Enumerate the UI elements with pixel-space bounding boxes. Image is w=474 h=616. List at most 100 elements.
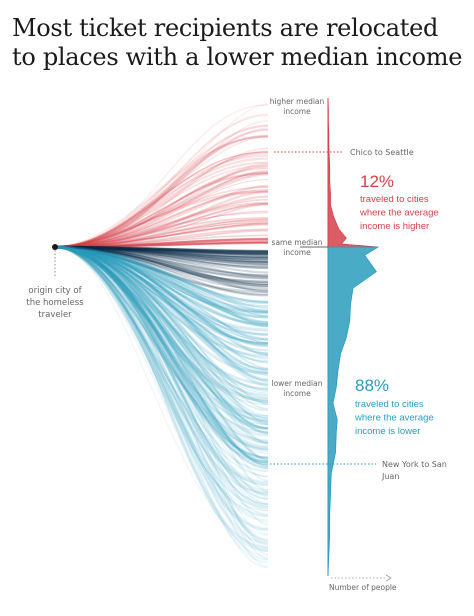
flow-line (54, 245, 269, 260)
flow-line (54, 245, 269, 531)
flow-line (54, 245, 269, 463)
flow-line (54, 245, 269, 392)
flow-line (54, 245, 269, 500)
flow-line (54, 245, 269, 448)
flow-line (54, 245, 269, 550)
flow-line (54, 245, 269, 319)
flow-line (54, 245, 269, 363)
flow-line (54, 245, 269, 341)
flow-line (54, 245, 269, 473)
flow-line (54, 189, 269, 249)
flow-line (54, 245, 269, 421)
flow-line (54, 246, 269, 549)
flow-line (54, 246, 269, 266)
flow-line (54, 245, 269, 403)
flow-line (54, 246, 269, 325)
flow-line (54, 246, 269, 370)
flow-line (54, 246, 269, 383)
flow-line (54, 245, 269, 319)
flow-line (54, 164, 269, 248)
flow-line (54, 150, 269, 249)
flow-line (54, 246, 269, 259)
flow-line (54, 246, 269, 263)
flow-line (54, 245, 269, 255)
flow-line (54, 245, 269, 257)
higher-distribution-area (327, 97, 379, 248)
flow-line (54, 246, 269, 313)
flow-line (54, 246, 269, 526)
flow-line (54, 245, 269, 280)
flow-line (54, 246, 269, 510)
flow-line (54, 190, 269, 248)
flow-line (54, 246, 269, 277)
flow-line (54, 222, 269, 248)
flow-line (54, 246, 269, 405)
flow-line (54, 245, 269, 430)
flow-line (54, 246, 269, 317)
flow-line (54, 245, 269, 495)
flow-line (54, 245, 269, 505)
flow-line (54, 246, 269, 255)
flow-line (54, 245, 269, 260)
flow-line (54, 245, 269, 523)
flow-line (54, 246, 269, 450)
flow-line (54, 228, 269, 248)
flow-line (54, 246, 269, 493)
flow-line (54, 246, 269, 323)
higher-text: traveled to cities where the average incom… (359, 194, 439, 232)
flow-line (54, 246, 269, 340)
flow-line (54, 245, 269, 391)
flow-line (54, 246, 269, 560)
flow-line (54, 245, 269, 546)
flow-line (54, 245, 269, 305)
flow-line (54, 245, 269, 285)
flow-line (54, 124, 269, 249)
flow-line (54, 246, 269, 360)
flow-line (54, 246, 269, 482)
flow-line (54, 246, 269, 459)
flow-line (54, 124, 269, 249)
flow-line (54, 246, 269, 345)
flow-line (54, 151, 269, 248)
flow-line (54, 162, 269, 249)
flow-line (54, 246, 269, 312)
flow-line (54, 169, 269, 248)
flow-line (54, 212, 269, 248)
flow-line (54, 246, 269, 394)
flow-line (54, 166, 269, 248)
flow-line (54, 246, 269, 434)
flow-line (54, 245, 269, 397)
flow-line (54, 246, 269, 364)
flow-line (54, 246, 269, 253)
flow-line (54, 245, 269, 518)
flow-line (54, 245, 269, 267)
flow-line (54, 246, 269, 449)
flow-line (54, 171, 269, 249)
flow-line (54, 246, 269, 412)
flow-line (54, 246, 269, 256)
flow-line (54, 201, 269, 249)
flow-line (54, 246, 269, 444)
flow-line (54, 246, 269, 417)
higher-percent: 12% (360, 172, 394, 191)
flow-line (54, 245, 269, 516)
flow-line (54, 188, 269, 248)
flow-line (54, 103, 269, 248)
flow-line (54, 245, 269, 453)
flow-line (54, 245, 269, 263)
flow-line (54, 245, 269, 288)
flow-line (54, 245, 269, 308)
flow-line (54, 190, 269, 249)
flow-line (54, 245, 269, 496)
flow-line (54, 246, 269, 478)
flow-line (54, 246, 269, 511)
flow-line (54, 129, 269, 248)
flow-line (54, 246, 269, 410)
annotation-chico: Chico to Seattle (350, 148, 414, 157)
flow-line (54, 195, 269, 249)
flow-line (54, 245, 269, 405)
flow-line (54, 245, 269, 460)
flow-line (54, 245, 269, 370)
flow-line (54, 246, 269, 259)
flow-line (54, 245, 269, 256)
